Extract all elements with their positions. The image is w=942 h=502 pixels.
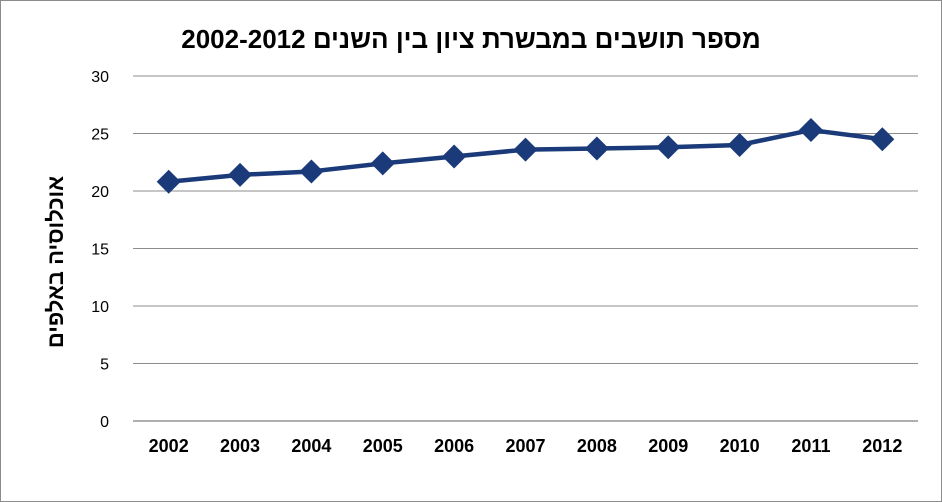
y-tick-label: 20	[91, 184, 109, 201]
x-tick-labels: 2002 2003 2004 2005 2006 2007 2008 2009 2010 2011…	[149, 436, 903, 456]
x-tick-label: 2011	[791, 436, 830, 456]
y-tick-label: 30	[91, 69, 109, 86]
x-tick-label: 2012	[862, 436, 902, 456]
data-point-2012	[870, 127, 895, 152]
data-point-2009	[656, 135, 681, 160]
gridlines	[133, 75, 918, 422]
data-point-2008	[584, 136, 609, 161]
x-tick-label: 2005	[363, 436, 403, 456]
data-point-2011	[798, 118, 823, 143]
x-tick-label: 2009	[648, 436, 688, 456]
data-point-2007	[513, 137, 538, 162]
y-tick-label: 5	[100, 357, 109, 374]
x-tick-label: 2008	[577, 436, 617, 456]
x-tick-label: 2010	[720, 436, 760, 456]
x-tick-label: 2006	[434, 436, 474, 456]
y-tick-label: 10	[91, 299, 109, 316]
data-point-2003	[228, 162, 253, 187]
y-tick-label: 0	[100, 414, 109, 431]
data-point-2004	[299, 159, 324, 184]
data-point-2005	[370, 151, 395, 176]
data-point-2010	[727, 133, 752, 157]
x-tick-label: 2003	[220, 436, 260, 456]
data-point-2002	[156, 169, 181, 194]
y-tick-label: 25	[91, 127, 109, 144]
data-point-2006	[442, 144, 467, 169]
series-group	[156, 118, 895, 194]
chart-title: מספר תושבים במבשרת ציון בין השנים 2002-2…	[181, 24, 761, 54]
y-tick-labels: 0 5 10 15 20 25 30	[91, 69, 109, 431]
x-tick-label: 2002	[149, 436, 189, 456]
y-tick-label: 15	[91, 242, 109, 259]
x-tick-label: 2004	[291, 436, 331, 456]
x-tick-label: 2007	[505, 436, 545, 456]
